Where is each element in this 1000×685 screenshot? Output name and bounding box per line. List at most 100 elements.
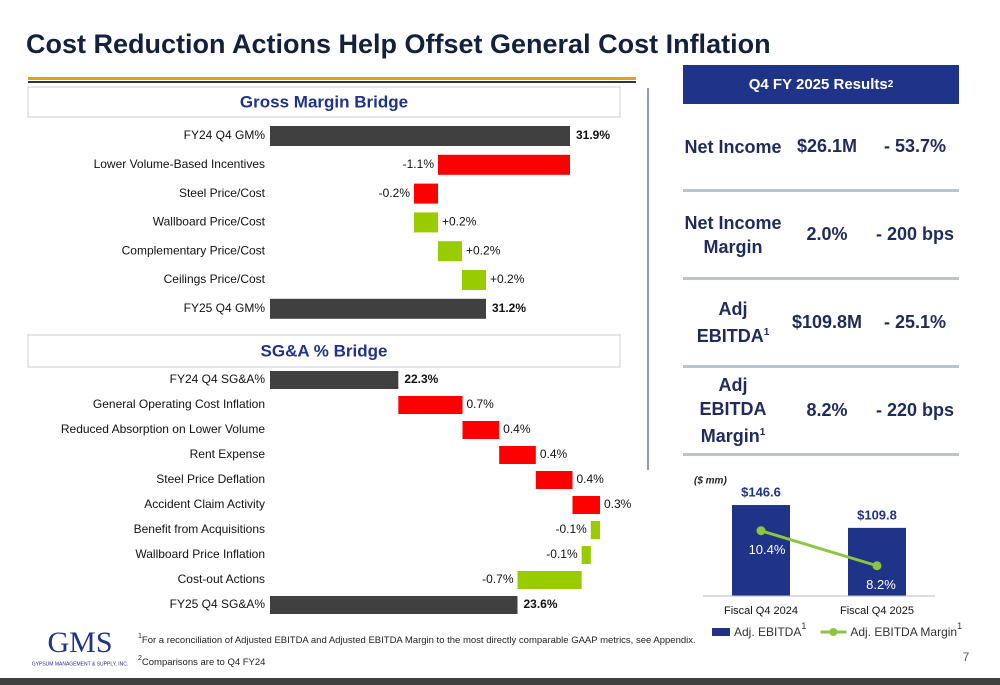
total-bar bbox=[270, 596, 518, 614]
value-label: -0.1% bbox=[546, 547, 578, 561]
value-label: 0.4% bbox=[503, 422, 531, 436]
title-rule-dark bbox=[28, 81, 636, 83]
footnote-text: For a reconciliation of Adjusted EBITDA … bbox=[142, 635, 696, 646]
logo-tagline: GYPSUM MANAGEMENT & SUPPLY, INC. bbox=[32, 661, 128, 667]
value-label: 0.3% bbox=[604, 497, 632, 511]
footnote-ref: 2 bbox=[887, 79, 894, 90]
panel-title-box bbox=[27, 86, 621, 118]
line bbox=[760, 529, 878, 568]
value-label: 23.6% bbox=[524, 597, 558, 611]
logo-name: GMS bbox=[47, 626, 112, 659]
metric-cell: Adj EBITDA Margin1 bbox=[683, 373, 783, 448]
category-label: Ceilings Price/Cost bbox=[164, 272, 266, 286]
value-label: $146.6 bbox=[741, 484, 781, 499]
line-point bbox=[756, 526, 766, 536]
page-number: 7 bbox=[963, 650, 970, 664]
delta-bar bbox=[499, 446, 536, 464]
delta-bar bbox=[438, 241, 462, 262]
delta-bar bbox=[581, 546, 591, 564]
category-label: FY25 Q4 SG&A% bbox=[170, 597, 266, 611]
value-label: 0.4% bbox=[577, 472, 605, 486]
category-label: Rent Expense bbox=[190, 447, 266, 461]
metric-change: - 25.1% bbox=[883, 312, 947, 332]
footnote-ref: 1 bbox=[763, 327, 770, 338]
metric-change: - 200 bps bbox=[875, 224, 955, 244]
category-label: Benefit from Acquisitions bbox=[134, 522, 265, 536]
panel-title: Gross Margin Bridge bbox=[240, 92, 408, 111]
metric-cell: Net Income Margin bbox=[683, 211, 783, 259]
footnote-ref: 1 bbox=[759, 427, 766, 438]
results-title: Q4 FY 2025 Results bbox=[748, 76, 888, 93]
results-table: Q4 FY 2025 Results 2 Net Income $26.1M - 53… bbox=[683, 65, 959, 456]
value-label: 22.3% bbox=[404, 372, 438, 386]
category-label: Complementary Price/Cost bbox=[122, 243, 266, 257]
footnote-ref: 1 bbox=[801, 621, 806, 631]
category-label: General Operating Cost Inflation bbox=[93, 397, 265, 411]
bar bbox=[732, 505, 790, 596]
value-label: +0.2% bbox=[442, 215, 477, 229]
value-label: +0.2% bbox=[490, 272, 525, 286]
metric-label: Net Income Margin bbox=[684, 212, 782, 257]
category-label: FY25 Q4 GM% bbox=[184, 301, 266, 315]
value-label: -1.1% bbox=[403, 157, 435, 171]
footnote-marker: 1 bbox=[138, 633, 142, 640]
legend-label: Adj. EBITDA bbox=[734, 625, 801, 639]
metric-change: - 53.7% bbox=[883, 136, 947, 156]
category-label: FY24 Q4 GM% bbox=[184, 128, 266, 142]
delta-bar bbox=[414, 183, 438, 204]
legend-entry: Adj. EBITDA Margin1 bbox=[850, 621, 962, 639]
metric-value: $26.1M bbox=[796, 136, 858, 156]
category-label: Steel Price/Cost bbox=[179, 186, 266, 200]
units-label: ($ mm) bbox=[694, 476, 727, 487]
metric-value: 2.0% bbox=[806, 224, 848, 244]
results-row: Net Income Margin 2.0% - 200 bps bbox=[683, 192, 959, 280]
metric-cell: Net Income bbox=[683, 135, 783, 159]
footnote-text: Comparisons are to Q4 FY24 bbox=[142, 657, 266, 668]
value-label: $109.8 bbox=[857, 507, 897, 522]
title-rule bbox=[28, 77, 636, 80]
metric-value: 8.2% bbox=[806, 400, 848, 420]
delta-bar bbox=[462, 421, 500, 439]
metric-label: Adj EBITDA Margin bbox=[699, 375, 767, 446]
panel-title: SG&A % Bridge bbox=[261, 341, 388, 360]
metric-change: - 220 bps bbox=[875, 400, 955, 420]
metric-label: Net Income bbox=[684, 136, 782, 157]
metric-cell: Adj EBITDA1 bbox=[683, 297, 783, 348]
total-bar bbox=[270, 371, 399, 389]
footnote: 1For a reconciliation of Adjusted EBITDA… bbox=[138, 633, 696, 646]
line-point bbox=[872, 561, 882, 571]
total-bar bbox=[270, 298, 486, 319]
delta-bar bbox=[462, 270, 486, 290]
results-row: Adj EBITDA1 $109.8M - 25.1% bbox=[683, 280, 959, 368]
delta-bar bbox=[414, 212, 438, 233]
footer-band bbox=[0, 678, 1000, 685]
category-label: Wallboard Price Inflation bbox=[135, 547, 265, 561]
category-label: Accident Claim Activity bbox=[144, 497, 265, 511]
category-label: Lower Volume-Based Incentives bbox=[94, 157, 265, 171]
delta-bar bbox=[398, 396, 463, 414]
legend-label: Adj. EBITDA Margin bbox=[850, 625, 957, 639]
value-label: 0.4% bbox=[540, 447, 568, 461]
category-label: Cost-out Actions bbox=[178, 572, 265, 586]
legend-swatch bbox=[712, 628, 730, 636]
category-label: Steel Price Deflation bbox=[156, 472, 265, 486]
category-label: FY24 Q4 SG&A% bbox=[170, 372, 266, 386]
legend-swatch bbox=[829, 628, 838, 636]
footnote: 2Comparisons are to Q4 FY24 bbox=[138, 655, 265, 668]
value-label: 10.4% bbox=[749, 542, 786, 557]
value-label: 8.2% bbox=[866, 577, 896, 592]
delta-bar bbox=[438, 154, 570, 175]
category-label: Wallboard Price/Cost bbox=[153, 215, 266, 229]
panel-title-box bbox=[27, 334, 621, 368]
x-tick-label: Fiscal Q4 2024 bbox=[724, 605, 798, 617]
results-row: Adj EBITDA Margin1 8.2% - 220 bps bbox=[683, 368, 959, 456]
footnote-ref: 1 bbox=[957, 621, 962, 631]
value-label: 0.7% bbox=[467, 397, 495, 411]
delta-bar bbox=[517, 571, 582, 589]
metric-value: $109.8M bbox=[791, 312, 863, 332]
value-label: -0.1% bbox=[555, 522, 587, 536]
slide-title: Cost Reduction Actions Help Offset Gener… bbox=[26, 29, 771, 59]
total-bar bbox=[270, 126, 570, 146]
